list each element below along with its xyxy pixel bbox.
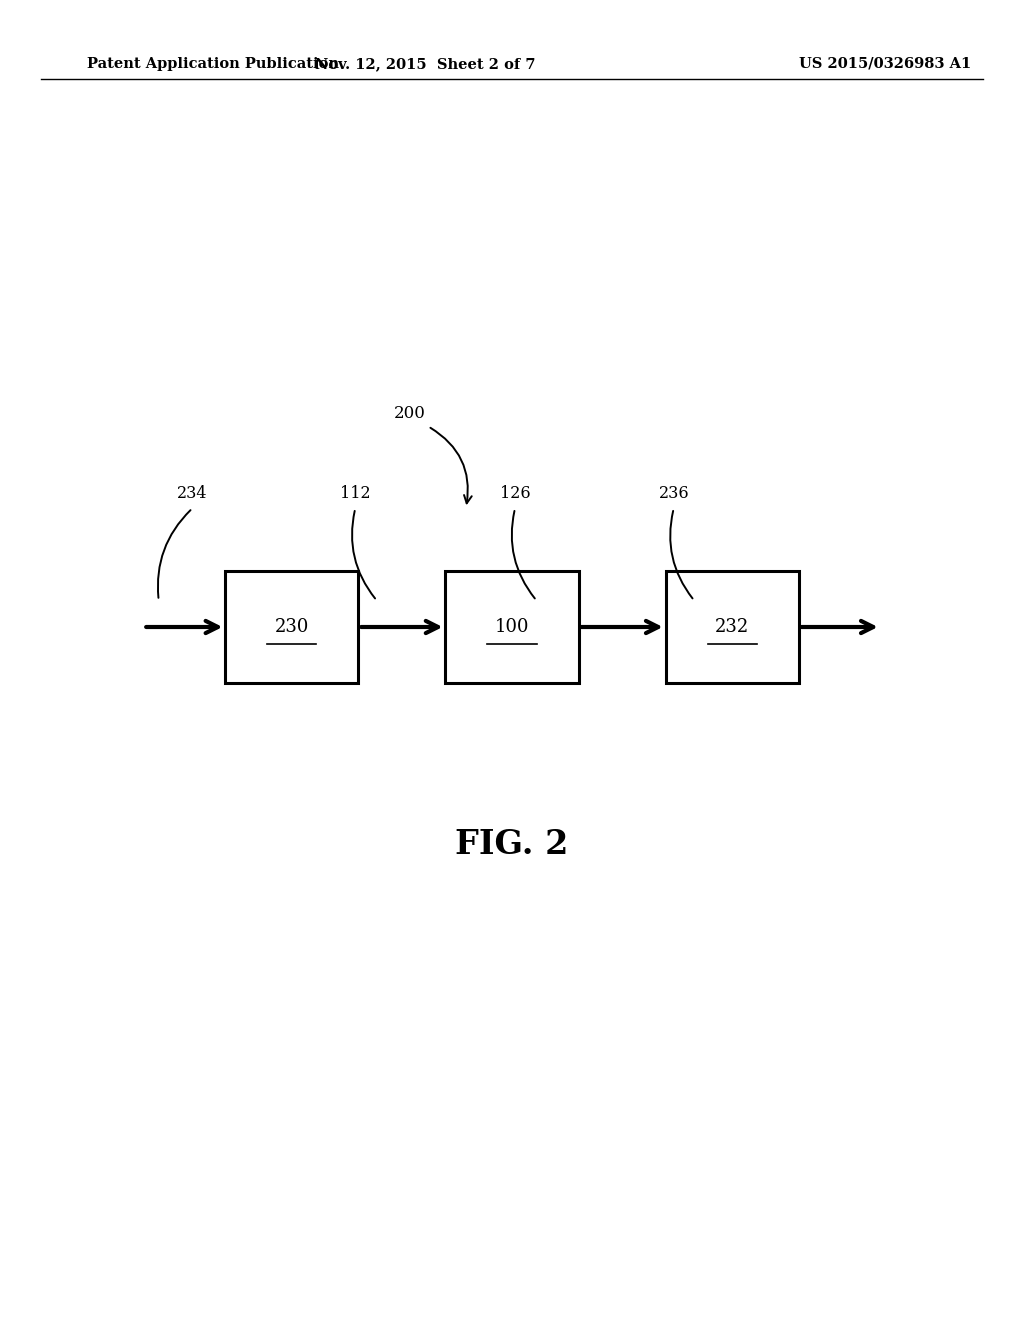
Text: 100: 100 xyxy=(495,618,529,636)
Text: 234: 234 xyxy=(177,484,208,502)
Text: FIG. 2: FIG. 2 xyxy=(456,829,568,862)
Bar xyxy=(225,570,358,682)
Text: Patent Application Publication: Patent Application Publication xyxy=(87,57,339,71)
Text: 126: 126 xyxy=(500,484,530,502)
Text: 112: 112 xyxy=(340,484,371,502)
Text: US 2015/0326983 A1: US 2015/0326983 A1 xyxy=(799,57,971,71)
Text: 230: 230 xyxy=(274,618,309,636)
Text: 232: 232 xyxy=(715,618,750,636)
Text: Nov. 12, 2015  Sheet 2 of 7: Nov. 12, 2015 Sheet 2 of 7 xyxy=(314,57,536,71)
Bar xyxy=(666,570,799,682)
Text: 236: 236 xyxy=(658,484,689,502)
Text: 200: 200 xyxy=(393,405,426,422)
Bar xyxy=(445,570,579,682)
